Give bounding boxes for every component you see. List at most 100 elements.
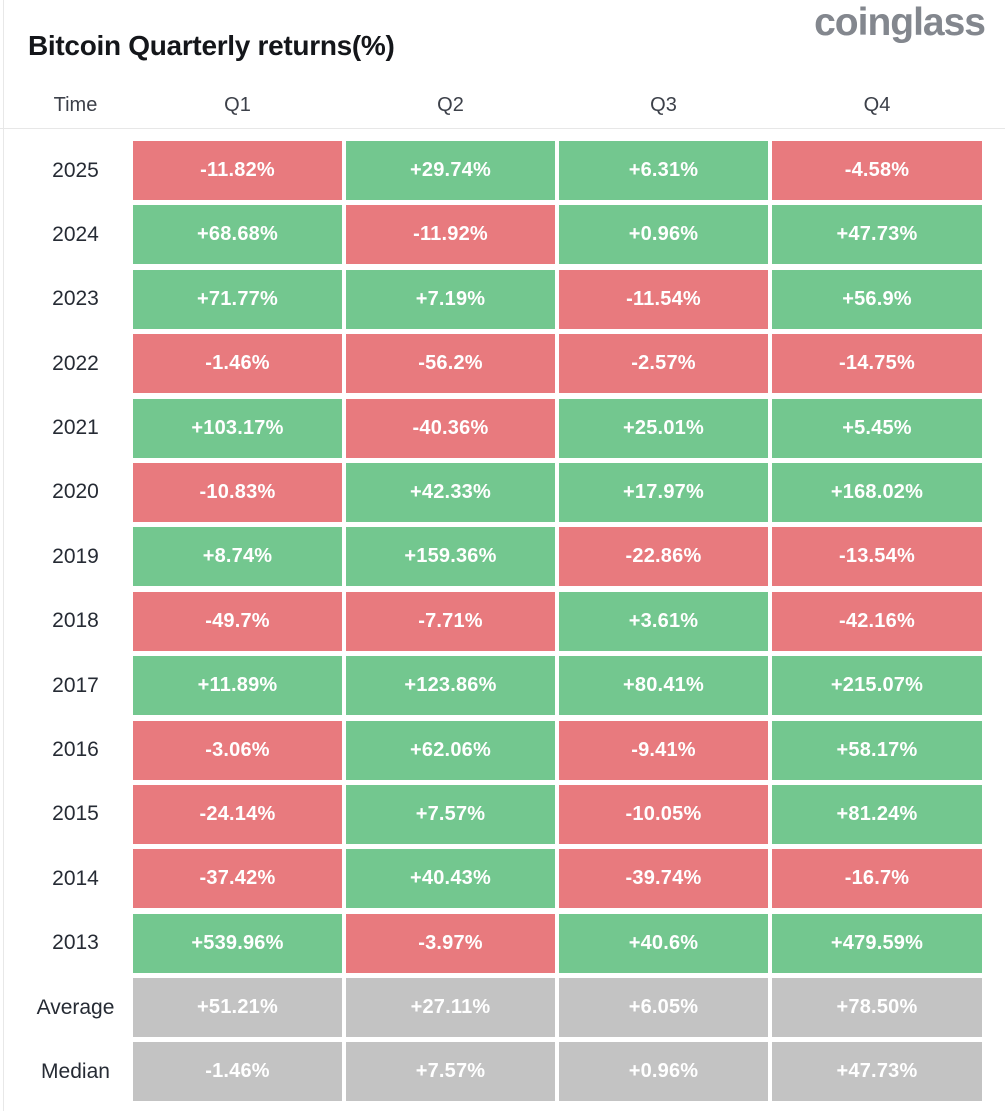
return-cell: +81.24% (772, 784, 982, 844)
row-label: 2022 (52, 351, 99, 375)
table-row-2021: 2021 +103.17% -40.36% +25.01% +5.45% (0, 398, 982, 458)
return-cell: +58.17% (772, 720, 982, 780)
return-cell: +7.57% (346, 1042, 555, 1102)
return-cell: +47.73% (772, 205, 982, 265)
row-label: 2017 (52, 673, 99, 697)
return-cell: +25.01% (559, 398, 768, 458)
return-cell: -40.36% (346, 398, 555, 458)
column-header-time: Time (53, 94, 98, 116)
table-row-2017: 2017 +11.89% +123.86% +80.41% +215.07% (0, 656, 982, 716)
row-label: 2014 (52, 866, 99, 890)
coinglass-logo: coinglass (814, 1, 986, 44)
return-cell: -42.16% (772, 591, 982, 651)
table-row-2023: 2023 +71.77% +7.19% -11.54% +56.9% (0, 269, 982, 329)
return-cell: -11.92% (346, 205, 555, 265)
table-row-median: Median -1.46% +7.57% +0.96% +47.73% (0, 1042, 982, 1102)
row-label: Median (41, 1059, 110, 1083)
header-divider-line (0, 128, 1005, 129)
return-cell: +6.31% (559, 141, 768, 200)
table-row-2022: 2022 -1.46% -56.2% -2.57% -14.75% (0, 334, 982, 394)
return-cell: +40.6% (559, 913, 768, 973)
table-row-2016: 2016 -3.06% +62.06% -9.41% +58.17% (0, 720, 982, 780)
row-label: 2016 (52, 738, 99, 762)
return-cell: +56.9% (772, 269, 982, 329)
return-cell: +123.86% (346, 656, 555, 716)
row-label: 2025 (52, 158, 99, 182)
left-border-line (3, 0, 4, 1111)
return-cell: -24.14% (133, 784, 342, 844)
table-row-2013: 2013 +539.96% -3.97% +40.6% +479.59% (0, 913, 982, 973)
return-cell: -37.42% (133, 849, 342, 909)
return-cell: +5.45% (772, 398, 982, 458)
row-label: 2024 (52, 222, 99, 246)
row-label: 2018 (52, 609, 99, 633)
column-header-q3: Q3 (650, 94, 677, 116)
table-row-2019: 2019 +8.74% +159.36% -22.86% -13.54% (0, 527, 982, 587)
return-cell: -11.82% (133, 141, 342, 200)
table-row-2020: 2020 -10.83% +42.33% +17.97% +168.02% (0, 462, 982, 522)
return-cell: +8.74% (133, 527, 342, 587)
return-cell: -10.83% (133, 462, 342, 522)
column-header-q4: Q4 (863, 94, 891, 116)
table-row-average: Average +51.21% +27.11% +6.05% +78.50% (0, 978, 982, 1038)
return-cell: +71.77% (133, 269, 342, 329)
row-label: 2020 (52, 480, 99, 504)
return-cell: -3.06% (133, 720, 342, 780)
return-cell: +68.68% (133, 205, 342, 265)
return-cell: -39.74% (559, 849, 768, 909)
page-title: Bitcoin Quarterly returns(%) (28, 29, 395, 61)
return-cell: -7.71% (346, 591, 555, 651)
return-cell: -3.97% (346, 913, 555, 973)
return-cell: -56.2% (346, 334, 555, 394)
row-label: Average (36, 995, 115, 1019)
return-cell: +0.96% (559, 205, 768, 265)
return-cell: +215.07% (772, 656, 982, 716)
row-label: 2015 (52, 802, 99, 826)
table-row-2015: 2015 -24.14% +7.57% -10.05% +81.24% (0, 784, 982, 844)
return-cell: +51.21% (133, 978, 342, 1038)
return-cell: -14.75% (772, 334, 982, 394)
return-cell: +479.59% (772, 913, 982, 973)
return-cell: +42.33% (346, 462, 555, 522)
table-row-2024: 2024 +68.68% -11.92% +0.96% +47.73% (0, 205, 982, 265)
return-cell: +78.50% (772, 978, 982, 1038)
return-cell: +159.36% (346, 527, 555, 587)
return-cell: +80.41% (559, 656, 768, 716)
return-cell: +7.19% (346, 269, 555, 329)
return-cell: -10.05% (559, 784, 768, 844)
return-cell: +7.57% (346, 784, 555, 844)
return-cell: +29.74% (346, 141, 555, 200)
return-cell: +40.43% (346, 849, 555, 909)
column-header-q2: Q2 (437, 94, 464, 116)
return-cell: -4.58% (772, 141, 982, 200)
return-cell: +6.05% (559, 978, 768, 1038)
return-cell: +103.17% (133, 398, 342, 458)
return-cell: +3.61% (559, 591, 768, 651)
row-label: 2023 (52, 287, 99, 311)
return-cell: -2.57% (559, 334, 768, 394)
return-cell: -1.46% (133, 1042, 342, 1102)
return-cell: +539.96% (133, 913, 342, 973)
return-cell: -9.41% (559, 720, 768, 780)
return-cell: +168.02% (772, 462, 982, 522)
return-cell: -1.46% (133, 334, 342, 394)
return-cell: +47.73% (772, 1042, 982, 1102)
return-cell: -11.54% (559, 269, 768, 329)
table-row-2025: 2025 -11.82% +29.74% +6.31% -4.58% (0, 141, 982, 200)
return-cell: -13.54% (772, 527, 982, 587)
return-cell: -49.7% (133, 591, 342, 651)
row-label: 2019 (52, 544, 99, 568)
row-label: 2021 (52, 416, 99, 440)
return-cell: +62.06% (346, 720, 555, 780)
table-row-2018: 2018 -49.7% -7.71% +3.61% -42.16% (0, 591, 982, 651)
return-cell: -16.7% (772, 849, 982, 909)
return-cell: +17.97% (559, 462, 768, 522)
return-cell: +0.96% (559, 1042, 768, 1102)
return-cell: +27.11% (346, 978, 555, 1038)
row-label: 2013 (52, 931, 99, 955)
table-row-2014: 2014 -37.42% +40.43% -39.74% -16.7% (0, 849, 982, 909)
return-cell: +11.89% (133, 656, 342, 716)
column-header-q1: Q1 (224, 94, 251, 116)
returns-table-body: 2025 -11.82% +29.74% +6.31% -4.58% 2024 +68.68… (0, 141, 982, 1102)
